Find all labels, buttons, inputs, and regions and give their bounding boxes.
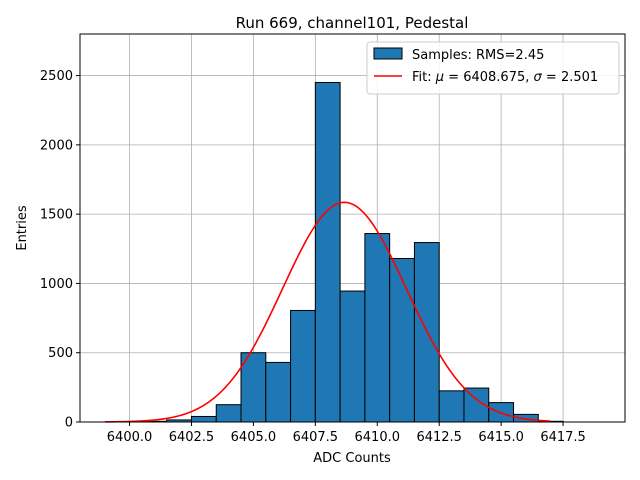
chart-title: Run 669, channel101, Pedestal: [236, 14, 469, 32]
x-tick-label: 6407.5: [293, 430, 339, 445]
legend-fit-prefix: Fit:: [412, 70, 436, 85]
legend-fit-mu-symbol: μ: [435, 70, 444, 85]
y-tick-label: 0: [65, 416, 73, 431]
fit-curve: [104, 201, 551, 423]
y-tick-label: 2000: [40, 138, 73, 153]
x-tick-label: 6415.0: [478, 430, 524, 445]
legend-label-samples: Samples: RMS=2.45: [412, 48, 544, 63]
x-tick-label: 6405.0: [231, 430, 277, 445]
x-axis-label: ADC Counts: [313, 451, 391, 466]
y-tick-label: 1500: [40, 208, 73, 223]
histogram-bar: [314, 82, 341, 423]
histogram-bar: [190, 415, 217, 423]
histogram-bar: [215, 404, 242, 423]
legend: Samples: RMS=2.45 Fit: μ = 6408.675, σ =…: [366, 41, 620, 95]
x-tick-label: 6417.5: [540, 430, 586, 445]
legend-swatch-samples: [373, 47, 403, 60]
x-tick-label: 6400.0: [107, 430, 153, 445]
x-tick-label: 6410.0: [355, 430, 401, 445]
histogram-bar: [265, 361, 292, 423]
legend-fit-mu-value: 6408.675: [463, 70, 525, 85]
y-axis-label: Entries: [15, 205, 30, 251]
legend-fit-sigma-value: 2.501: [561, 70, 598, 85]
histogram-bar: [438, 390, 465, 423]
x-tick-label: 6412.5: [416, 430, 462, 445]
legend-box: [366, 41, 620, 95]
histogram-bar: [290, 309, 316, 423]
y-tick-label: 2500: [40, 69, 73, 84]
x-axis-ticks: 6400.0 6402.5 6405.0 6407.5 6410.0 6412.5 6415…: [107, 422, 586, 445]
y-tick-label: 1000: [40, 277, 73, 292]
x-tick-label: 6402.5: [169, 430, 215, 445]
histogram-bar: [339, 290, 366, 423]
legend-fit-sigma-symbol: σ: [534, 70, 543, 85]
legend-fit-mu-eq: =: [444, 70, 463, 85]
plot-frame: [79, 33, 626, 423]
histogram-bar: [389, 257, 415, 423]
histogram-bar: [364, 233, 391, 423]
y-axis-ticks: 0 500 1000 1500 2000 2500: [40, 69, 80, 431]
legend-fit-sigma-eq: =: [542, 70, 561, 85]
legend-label-fit: Fit: μ = 6408.675, σ = 2.501: [412, 70, 598, 85]
y-tick-label: 500: [48, 346, 73, 361]
legend-fit-sep: ,: [525, 70, 533, 85]
histogram-bars: [116, 82, 564, 423]
